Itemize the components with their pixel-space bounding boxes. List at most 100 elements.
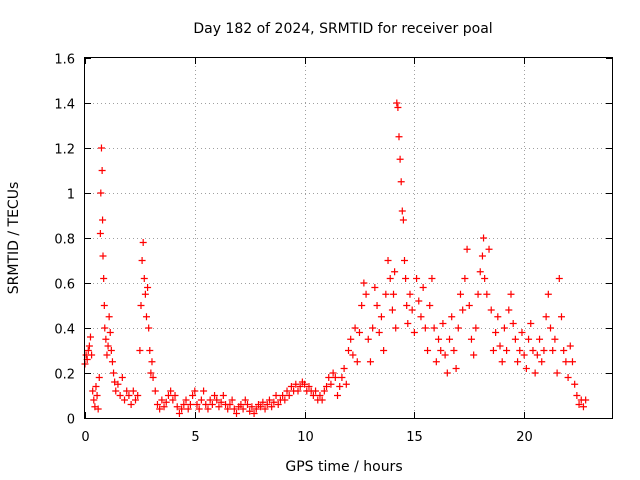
data-point: [167, 387, 175, 395]
data-point: [390, 290, 398, 298]
data-point: [465, 302, 473, 309]
data-point: [435, 335, 443, 343]
data-point: [86, 333, 94, 341]
data-point: [292, 380, 300, 388]
data-point: [206, 396, 214, 404]
data-point: [579, 403, 587, 411]
data-point: [536, 335, 544, 343]
data-point: [274, 401, 282, 408]
data-point: [118, 374, 126, 381]
data-point: [173, 403, 181, 411]
data-point: [560, 347, 568, 354]
data-point: [428, 275, 436, 282]
data-point: [533, 351, 541, 359]
data-point: [527, 320, 535, 327]
data-point: [98, 167, 106, 174]
data-point: [90, 396, 98, 404]
data-point: [391, 268, 399, 276]
x-tick-label: 20: [516, 430, 533, 445]
data-point: [158, 396, 166, 404]
data-point: [193, 401, 201, 408]
data-point: [160, 403, 168, 411]
data-point: [146, 347, 154, 354]
data-point: [316, 392, 324, 399]
data-point: [241, 396, 249, 404]
data-point: [85, 342, 93, 350]
data-point: [151, 387, 159, 395]
data-point: [285, 392, 293, 399]
data-point: [224, 405, 232, 413]
data-point: [342, 380, 350, 388]
data-point: [219, 392, 227, 399]
data-point: [336, 383, 344, 390]
data-point: [564, 374, 572, 381]
data-point: [474, 290, 482, 298]
data-point: [516, 347, 524, 354]
data-point: [239, 405, 247, 413]
data-point: [375, 329, 383, 336]
data-point: [507, 290, 515, 298]
data-point: [396, 155, 404, 163]
data-point: [99, 252, 107, 260]
data-point: [549, 347, 557, 354]
data-point: [261, 405, 269, 413]
data-point: [327, 380, 335, 388]
data-point: [294, 387, 302, 395]
data-point: [377, 313, 385, 321]
data-point: [480, 234, 488, 242]
data-point: [110, 369, 118, 377]
data-point: [208, 401, 216, 408]
data-point: [100, 302, 108, 309]
data-point: [529, 347, 537, 354]
y-tick-label: 1: [67, 188, 75, 203]
x-tick-label: 0: [81, 430, 89, 445]
data-point: [461, 275, 469, 282]
data-point: [481, 275, 489, 282]
data-point: [432, 358, 440, 366]
data-point: [320, 387, 328, 395]
data-point: [287, 383, 295, 390]
data-point: [129, 387, 137, 395]
data-point: [114, 380, 122, 388]
data-point: [487, 306, 495, 314]
data-point: [338, 374, 346, 381]
data-point: [272, 392, 280, 399]
y-tick-label: 0: [67, 413, 75, 428]
data-point: [139, 239, 147, 246]
data-point: [522, 365, 530, 372]
data-point: [213, 396, 221, 404]
data-point: [557, 313, 565, 321]
data-point: [230, 405, 238, 413]
data-point: [175, 410, 183, 417]
data-point: [123, 387, 131, 395]
data-point: [101, 324, 109, 332]
data-point: [400, 257, 408, 264]
data-point: [437, 347, 445, 354]
data-point: [520, 351, 528, 359]
data-point: [470, 351, 478, 359]
data-point: [92, 383, 100, 390]
data-point: [233, 410, 241, 417]
data-point: [566, 342, 574, 350]
data-point: [217, 398, 225, 406]
data-point: [531, 369, 539, 377]
data-point: [419, 284, 427, 291]
data-point: [571, 380, 579, 388]
data-point: [456, 290, 464, 298]
data-point: [204, 405, 212, 413]
data-point: [200, 387, 208, 395]
data-point: [366, 358, 374, 366]
data-point: [446, 335, 454, 343]
data-point: [415, 297, 423, 305]
data-point: [186, 401, 194, 408]
data-point: [184, 405, 192, 413]
data-point: [125, 392, 133, 399]
data-point: [340, 365, 348, 372]
data-point: [309, 392, 317, 399]
data-point: [107, 347, 115, 354]
y-axis-label: SRMTID / TECUs: [6, 182, 22, 295]
data-point: [540, 347, 548, 354]
data-point: [237, 401, 245, 408]
data-point: [149, 374, 157, 381]
data-point: [94, 405, 102, 413]
